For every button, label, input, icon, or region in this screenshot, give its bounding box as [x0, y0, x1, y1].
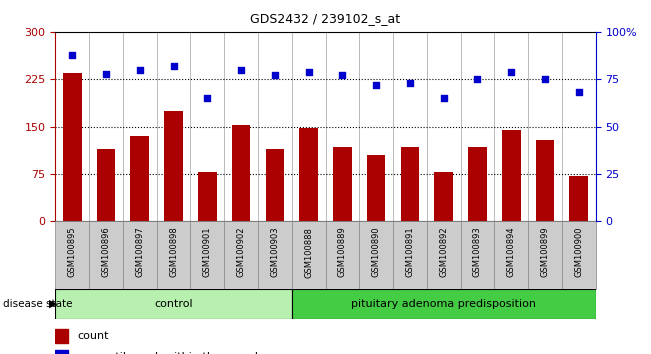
Bar: [258, 221, 292, 289]
Text: count: count: [77, 331, 109, 341]
Point: [506, 69, 516, 74]
Bar: [427, 221, 461, 289]
Bar: [570, 176, 588, 221]
Bar: [461, 221, 494, 289]
Text: disease state: disease state: [3, 298, 73, 309]
Text: GSM100895: GSM100895: [68, 227, 77, 277]
Bar: [55, 289, 292, 319]
Bar: [232, 125, 251, 221]
Bar: [299, 128, 318, 221]
Point: [67, 52, 77, 57]
Bar: [326, 221, 359, 289]
Text: control: control: [154, 298, 193, 309]
Point: [405, 80, 415, 86]
Text: GSM100900: GSM100900: [574, 227, 583, 277]
Text: GSM100889: GSM100889: [338, 227, 347, 278]
Point: [202, 95, 212, 101]
Text: GSM100892: GSM100892: [439, 227, 448, 277]
Bar: [89, 221, 123, 289]
Bar: [468, 147, 487, 221]
Point: [371, 82, 381, 88]
Text: GSM100901: GSM100901: [203, 227, 212, 277]
Bar: [434, 172, 453, 221]
Bar: [55, 221, 89, 289]
Text: GSM100893: GSM100893: [473, 227, 482, 278]
Bar: [123, 221, 157, 289]
Text: GSM100896: GSM100896: [102, 227, 111, 278]
Text: GSM100898: GSM100898: [169, 227, 178, 278]
Text: pituitary adenoma predisposition: pituitary adenoma predisposition: [351, 298, 536, 309]
Text: GSM100897: GSM100897: [135, 227, 145, 278]
Bar: [55, 350, 68, 354]
Bar: [224, 221, 258, 289]
Text: GSM100891: GSM100891: [406, 227, 415, 277]
Point: [540, 76, 550, 82]
Text: GSM100899: GSM100899: [540, 227, 549, 277]
Text: GSM100890: GSM100890: [372, 227, 381, 277]
Bar: [97, 149, 115, 221]
Bar: [63, 73, 81, 221]
Point: [439, 95, 449, 101]
Point: [169, 63, 179, 69]
Bar: [494, 221, 528, 289]
Bar: [333, 147, 352, 221]
Bar: [502, 130, 521, 221]
Bar: [400, 147, 419, 221]
Bar: [164, 111, 183, 221]
Bar: [55, 329, 68, 343]
Text: GSM100902: GSM100902: [236, 227, 245, 277]
Point: [135, 67, 145, 73]
Text: ▶: ▶: [49, 298, 58, 309]
Point: [472, 76, 482, 82]
Text: GSM100903: GSM100903: [270, 227, 279, 277]
Bar: [536, 141, 554, 221]
Bar: [292, 289, 596, 319]
Text: GSM100888: GSM100888: [304, 227, 313, 278]
Bar: [191, 221, 224, 289]
Point: [270, 73, 280, 78]
Bar: [367, 155, 385, 221]
Text: percentile rank within the sample: percentile rank within the sample: [77, 352, 265, 354]
Bar: [359, 221, 393, 289]
Point: [236, 67, 246, 73]
Point: [101, 71, 111, 76]
Text: GSM100894: GSM100894: [506, 227, 516, 277]
Bar: [528, 221, 562, 289]
Point: [337, 73, 348, 78]
Bar: [562, 221, 596, 289]
Text: GDS2432 / 239102_s_at: GDS2432 / 239102_s_at: [251, 12, 400, 25]
Bar: [292, 221, 326, 289]
Point: [574, 90, 584, 95]
Bar: [157, 221, 191, 289]
Bar: [393, 221, 427, 289]
Point: [303, 69, 314, 74]
Bar: [130, 136, 149, 221]
Bar: [198, 172, 217, 221]
Bar: [266, 149, 284, 221]
